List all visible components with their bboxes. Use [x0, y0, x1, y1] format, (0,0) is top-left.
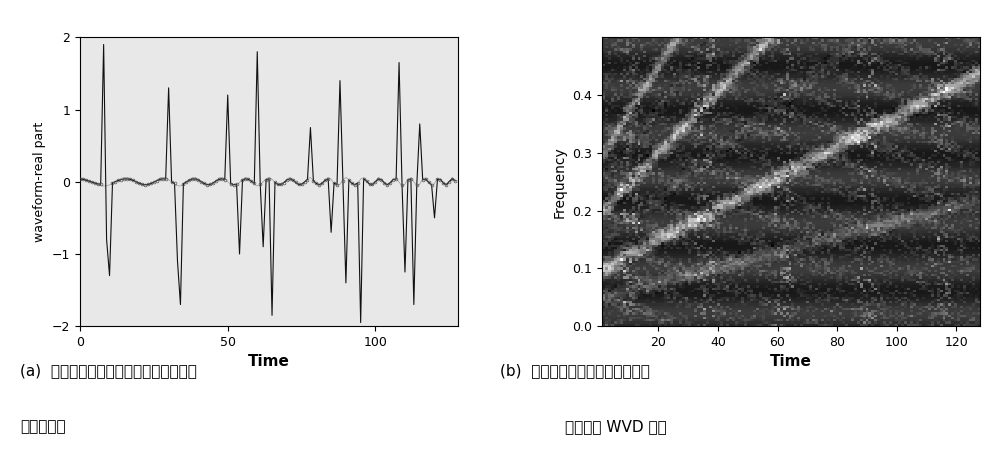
- Text: 频信号的 WVD 分布: 频信号的 WVD 分布: [565, 419, 667, 434]
- X-axis label: Time: Time: [248, 355, 290, 370]
- Text: (a)  单传感器上数据缺失时窄带调频信号: (a) 单传感器上数据缺失时窄带调频信号: [20, 363, 197, 378]
- Y-axis label: waveform-real part: waveform-real part: [33, 122, 46, 242]
- Text: 的实部波形: 的实部波形: [20, 419, 66, 434]
- X-axis label: Time: Time: [770, 355, 812, 370]
- Text: (b)  单传感器上数据缺失时窄带调: (b) 单传感器上数据缺失时窄带调: [500, 363, 650, 378]
- Y-axis label: Frequency: Frequency: [553, 146, 567, 218]
